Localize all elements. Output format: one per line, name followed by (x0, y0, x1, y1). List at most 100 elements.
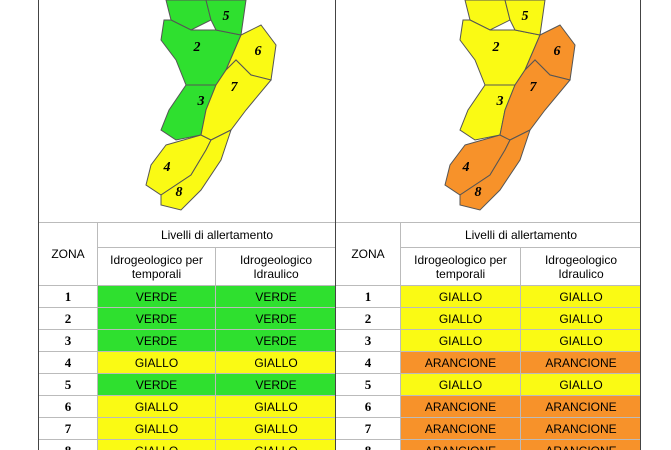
map-zone-label: 5 (223, 9, 230, 24)
zone-cell: 1 (39, 285, 98, 308)
column-header: Idrogeologico Idraulico (520, 247, 640, 286)
panel: 2 3 4 5 6 7 8 ZONA Livelli di allertamento Idroge… (38, 0, 336, 450)
zone-cell: 2 (336, 307, 401, 330)
level-cell: GIALLO (400, 307, 521, 330)
level-cell: ARANCIONE (520, 417, 640, 440)
zone-row: 7 ARANCIONE ARANCIONE (336, 417, 640, 440)
level-cell: GIALLO (400, 373, 521, 396)
zone-cell: 7 (39, 417, 98, 440)
zone-cell: 5 (336, 373, 401, 396)
level-cell: GIALLO (520, 373, 640, 396)
zone-row: 2 VERDE VERDE (39, 307, 335, 330)
level-cell: ARANCIONE (400, 351, 521, 374)
subheader-row: Idrogeologico per temporali Idrogeologico… (39, 247, 335, 286)
header-row: ZONA Livelli di allertamento (39, 222, 335, 286)
level-cell: GIALLO (97, 351, 216, 374)
level-cell: VERDE (97, 307, 216, 330)
zona-header: ZONA (336, 222, 401, 286)
level-cell: GIALLO (520, 329, 640, 352)
zone-cell: 2 (39, 307, 98, 330)
map-zone-label: 4 (462, 160, 470, 175)
zone-cell: 5 (39, 373, 98, 396)
subheader-row: Idrogeologico per temporali Idrogeologico… (336, 247, 640, 286)
map-zone-label: 3 (197, 94, 205, 109)
map-zone-label: 7 (231, 80, 239, 95)
zone-row: 4 ARANCIONE ARANCIONE (336, 351, 640, 374)
map-zone-label: 4 (163, 160, 171, 175)
level-cell: GIALLO (215, 417, 335, 440)
level-cell: ARANCIONE (520, 351, 640, 374)
map-zone (504, 0, 546, 36)
level-cell: GIALLO (520, 307, 640, 330)
zona-header: ZONA (39, 222, 98, 286)
level-cell: VERDE (215, 329, 335, 352)
group-header: Livelli di allertamento (400, 222, 640, 248)
zone-cell: 3 (39, 329, 98, 352)
group-header: Livelli di allertamento (97, 222, 335, 248)
alert-table: ZONA Livelli di allertamento Idrogeologico… (336, 222, 640, 450)
zone-row: 2 GIALLO GIALLO (336, 307, 640, 330)
map-zone-label: 5 (522, 9, 529, 24)
map-zone (165, 0, 212, 31)
level-cell: ARANCIONE (400, 395, 521, 418)
map-zone (205, 0, 247, 36)
zone-cell: 4 (39, 351, 98, 374)
level-cell: GIALLO (97, 417, 216, 440)
level-cell: GIALLO (97, 395, 216, 418)
header-row: ZONA Livelli di allertamento (336, 222, 640, 286)
column-header: Idrogeologico per temporali (400, 247, 521, 286)
level-cell: GIALLO (215, 395, 335, 418)
zone-cell: 4 (336, 351, 401, 374)
zone-row: 4 GIALLO GIALLO (39, 351, 335, 374)
level-cell: GIALLO (97, 439, 216, 450)
map-zone-label: 6 (554, 44, 561, 59)
map-zone-label: 2 (193, 40, 201, 55)
level-cell: VERDE (215, 373, 335, 396)
zone-row: 5 VERDE VERDE (39, 373, 335, 396)
zone-row: 8GIALLOGIALLO (39, 439, 335, 450)
panel: 2 3 4 5 6 7 8 ZONA Livelli di allertamento Idroge… (335, 0, 641, 450)
zone-row: 7 GIALLO GIALLO (39, 417, 335, 440)
map-zone-label: 6 (255, 44, 262, 59)
level-cell: VERDE (97, 285, 216, 308)
map-zone (459, 129, 531, 211)
level-cell: GIALLO (400, 329, 521, 352)
level-cell: ARANCIONE (520, 395, 640, 418)
map-zone-label: 8 (475, 185, 482, 200)
zone-cell: 8 (39, 439, 98, 450)
zone-row: 3 VERDE VERDE (39, 329, 335, 352)
zone-cell: 6 (39, 395, 98, 418)
zone-row: 6 ARANCIONE ARANCIONE (336, 395, 640, 418)
map-zone-label: 7 (530, 80, 538, 95)
zone-cell: 3 (336, 329, 401, 352)
column-header: Idrogeologico Idraulico (215, 247, 335, 286)
level-cell: VERDE (215, 285, 335, 308)
zone-cell: 6 (336, 395, 401, 418)
level-cell: ARANCIONE (400, 439, 521, 450)
zone-cell: 8 (336, 439, 401, 450)
column-header: Idrogeologico per temporali (97, 247, 216, 286)
zone-row: 8ARANCIONEARANCIONE (336, 439, 640, 450)
level-cell: VERDE (215, 307, 335, 330)
level-cell: GIALLO (215, 439, 335, 450)
zone-row: 1 GIALLO GIALLO (336, 285, 640, 308)
level-cell: ARANCIONE (520, 439, 640, 450)
zone-row: 1 VERDE VERDE (39, 285, 335, 308)
level-cell: GIALLO (215, 351, 335, 374)
zone-row: 6 GIALLO GIALLO (39, 395, 335, 418)
zone-row: 3 GIALLO GIALLO (336, 329, 640, 352)
map-zone-label: 8 (176, 185, 183, 200)
level-cell: GIALLO (520, 285, 640, 308)
level-cell: VERDE (97, 329, 216, 352)
zone-cell: 1 (336, 285, 401, 308)
map: 2 3 4 5 6 7 8 (145, 0, 277, 211)
zone-cell: 7 (336, 417, 401, 440)
level-cell: GIALLO (400, 285, 521, 308)
map-zone-label: 2 (492, 40, 500, 55)
map-zone (464, 0, 511, 31)
zone-row: 5 GIALLO GIALLO (336, 373, 640, 396)
map-zone-label: 3 (496, 94, 504, 109)
level-cell: VERDE (97, 373, 216, 396)
map-zone (160, 129, 232, 211)
